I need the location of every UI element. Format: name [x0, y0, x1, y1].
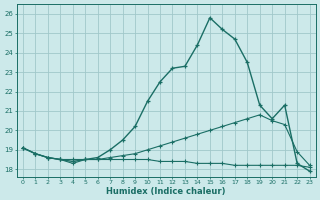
- X-axis label: Humidex (Indice chaleur): Humidex (Indice chaleur): [107, 187, 226, 196]
